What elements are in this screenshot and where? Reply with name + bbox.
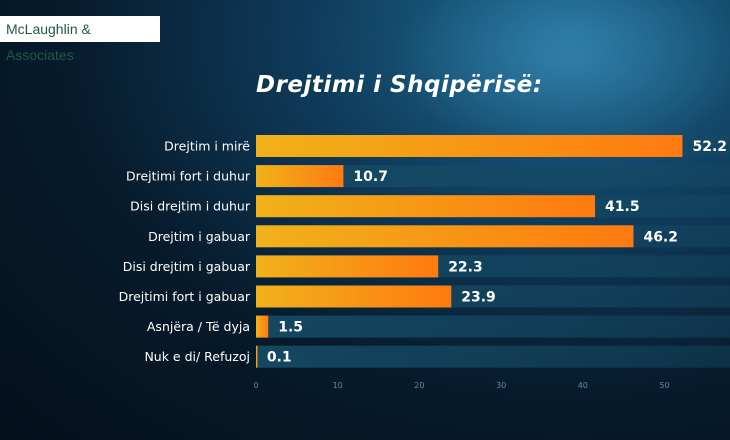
bar	[256, 315, 269, 338]
bar	[256, 195, 596, 218]
category-label: Drejtimi fort i duhur	[126, 169, 251, 184]
x-tick-label: 0	[253, 381, 258, 390]
data-label: 0.1	[267, 350, 292, 366]
bar-track	[256, 345, 730, 368]
brand-logo: McLaughlin & Associates	[0, 16, 160, 63]
category-label: Nuk e di/ Refuzoj	[144, 349, 250, 364]
background-glow	[390, 0, 730, 160]
bar	[256, 345, 258, 368]
x-tick-label: 10	[333, 381, 343, 390]
category-label: Disi drejtim i duhur	[130, 199, 251, 214]
data-label: 52.2	[692, 139, 727, 155]
data-label: 41.5	[605, 199, 640, 215]
bar	[256, 285, 452, 308]
bar	[256, 255, 439, 278]
category-label: Drejtimi fort i gabuar	[119, 289, 251, 304]
data-label: 46.2	[643, 229, 678, 245]
bar	[256, 165, 344, 188]
chart-title: Drejtimi i Shqipërisë:	[256, 72, 543, 98]
bar-track	[256, 165, 730, 188]
x-tick-label: 20	[414, 381, 424, 390]
x-tick-label: 50	[659, 381, 669, 390]
x-tick-label: 30	[496, 381, 506, 390]
category-label: Asnjëra / Të dyja	[147, 319, 250, 334]
data-label: 10.7	[353, 169, 388, 185]
category-label: Disi drejtim i gabuar	[123, 259, 251, 274]
data-label: 22.3	[448, 259, 483, 275]
x-tick-label: 40	[578, 381, 588, 390]
data-label: 23.9	[461, 290, 496, 306]
bar-track	[256, 315, 730, 338]
bar	[256, 135, 683, 157]
category-label: Drejtim i gabuar	[148, 229, 251, 244]
bar	[256, 225, 634, 248]
category-label: Drejtim i mirë	[164, 139, 250, 154]
data-label: 1.5	[278, 320, 303, 336]
